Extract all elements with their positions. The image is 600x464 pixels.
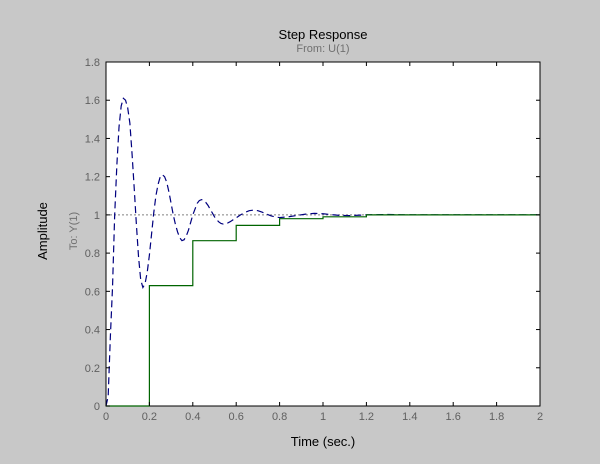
x-tick-label: 0.2	[142, 411, 157, 423]
chart-title: Step Response	[279, 27, 368, 42]
y-tick-label: 0.4	[85, 325, 100, 337]
x-tick-label: 1.8	[489, 411, 504, 423]
x-tick-label: 1.2	[359, 411, 374, 423]
y-tick-label: 1.6	[85, 95, 100, 107]
discrete-step-response-line	[106, 214, 540, 407]
x-tick-label: 0	[103, 411, 109, 423]
x-tick-label: 1.4	[402, 411, 417, 423]
y-tick-label: 1.4	[85, 133, 100, 145]
continuous-step-response-line	[105, 97, 540, 407]
y-tick-label: 0.6	[85, 286, 100, 298]
y-tick-label: 0	[94, 401, 100, 413]
plot-area	[105, 61, 541, 407]
y-axis-label: Amplitude	[35, 202, 50, 260]
y-tick-label: 1.2	[85, 172, 100, 184]
chart-subtitle: From: U(1)	[296, 43, 349, 55]
y-tick-label: 0.8	[85, 248, 100, 260]
x-tick-label: 0.8	[272, 411, 287, 423]
x-tick-label: 1	[320, 411, 326, 423]
y-tick-label: 1	[94, 210, 100, 222]
y-tick-label: 0.2	[85, 363, 100, 375]
x-tick-label: 1.6	[446, 411, 461, 423]
x-axis-label: Time (sec.)	[291, 434, 356, 449]
output-channel-label: To: Y(1)	[68, 212, 80, 250]
x-tick-label: 2	[537, 411, 543, 423]
y-tick-label: 1.8	[85, 57, 100, 69]
x-tick-label: 0.4	[185, 411, 200, 423]
x-tick-label: 0.6	[229, 411, 244, 423]
